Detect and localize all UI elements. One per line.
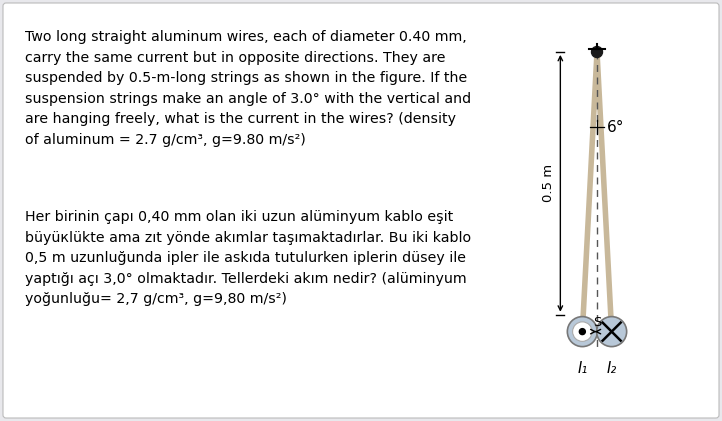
Text: I₁: I₁ [577,361,588,376]
Circle shape [579,329,586,335]
Text: I₂: I₂ [606,361,617,376]
Text: Her birinin çapı 0,40 mm olan iki uzun alüminyum kablo eşit
büyüкlükte ama zıt y: Her birinin çapı 0,40 mm olan iki uzun a… [25,210,471,306]
Text: Two long straight aluminum wires, each of diameter 0.40 mm,
carry the same curre: Two long straight aluminum wires, each o… [25,30,471,147]
Text: 6°: 6° [607,120,625,134]
Text: S: S [593,316,601,329]
Circle shape [596,317,627,346]
FancyBboxPatch shape [3,3,719,418]
Circle shape [591,46,602,58]
Circle shape [573,322,592,341]
Text: 0.5 m: 0.5 m [542,164,555,203]
Circle shape [567,317,597,346]
